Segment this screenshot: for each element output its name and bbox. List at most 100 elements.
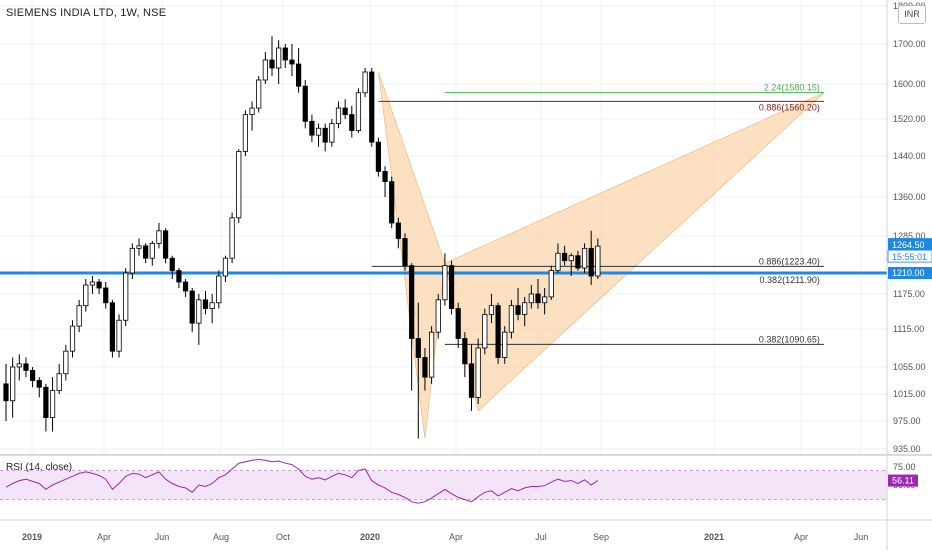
candle-body-77 <box>515 305 521 315</box>
candle-12 <box>83 279 89 312</box>
candle-body-44 <box>295 63 302 87</box>
candle-body-84 <box>562 252 568 262</box>
candle-37 <box>249 101 255 131</box>
rsi-band <box>0 470 887 500</box>
rsi-value-tag: 56.11 <box>892 476 914 486</box>
candle-31 <box>209 294 215 324</box>
candle-body-22 <box>149 242 155 259</box>
price-tick-10: 1015.00 <box>893 389 926 399</box>
candle-52 <box>349 105 355 138</box>
last-price-tag-bg <box>888 238 932 251</box>
candle-body-25 <box>169 257 175 271</box>
candle-body-38 <box>256 79 262 109</box>
candle-66 <box>442 253 448 306</box>
candle-4 <box>29 367 36 388</box>
currency-badge[interactable]: INR <box>898 5 926 24</box>
candle-body-40 <box>269 59 275 69</box>
fib-level-label-3: 0.382(1211.90) <box>760 275 820 285</box>
candle-body-57 <box>382 170 388 183</box>
candle-body-82 <box>548 270 554 298</box>
candle-50 <box>335 101 342 129</box>
candle-45 <box>302 80 308 129</box>
time-tick-2: Jun <box>155 532 170 542</box>
price-tick-2: 1600.00 <box>893 79 926 89</box>
harmonic-triangle-bcd <box>444 92 825 412</box>
candle-70 <box>468 344 475 411</box>
candle-44 <box>295 48 302 93</box>
price-tick-4: 1440.00 <box>893 151 926 161</box>
time-tick-11: Jun <box>854 532 869 542</box>
candle-60 <box>402 233 408 271</box>
harmonic-pattern <box>378 71 825 439</box>
candle-body-34 <box>229 217 235 259</box>
price-tick-8: 1115.00 <box>893 324 924 334</box>
candle-body-50 <box>335 107 342 125</box>
candle-41 <box>276 40 282 84</box>
candle-38 <box>256 76 262 113</box>
candle-82 <box>548 265 554 300</box>
candle-body-55 <box>369 71 375 143</box>
candle-64 <box>428 326 435 384</box>
candle-6 <box>43 383 49 432</box>
candle-86 <box>575 250 581 271</box>
rsi-line <box>5 458 599 504</box>
candle-body-70 <box>468 363 475 398</box>
candle-16 <box>109 299 115 358</box>
candle-body-74 <box>495 305 501 358</box>
time-tick-7: Jul <box>535 532 547 542</box>
candle-39 <box>262 52 268 84</box>
candle-body-75 <box>502 331 508 358</box>
candle-body-62 <box>415 338 421 358</box>
last-price-tag: 1264.50 <box>892 240 925 250</box>
candle-26 <box>176 268 182 288</box>
candle-body-3 <box>23 363 29 371</box>
candle-27 <box>182 279 189 297</box>
candle-36 <box>242 110 248 156</box>
rsi-pane <box>0 458 887 504</box>
candle-73 <box>488 294 495 324</box>
candle-body-66 <box>442 265 448 301</box>
candle-body-64 <box>428 331 435 378</box>
time-tick-6: Apr <box>449 532 463 542</box>
candle-57 <box>382 166 388 197</box>
candle-78 <box>522 296 528 327</box>
price-tick-12: 935.00 <box>893 444 921 454</box>
candle-76 <box>508 299 515 339</box>
candle-body-20 <box>136 245 142 249</box>
candle-body-35 <box>236 150 242 219</box>
candle-body-24 <box>162 230 169 259</box>
candle-body-63 <box>422 357 428 378</box>
candle-body-11 <box>76 305 82 327</box>
candle-body-23 <box>156 230 162 244</box>
price-tick-1: 1700.00 <box>893 39 926 49</box>
candle-28 <box>189 288 195 333</box>
candle-body-51 <box>342 107 348 116</box>
candle-30 <box>202 291 209 315</box>
candle-7 <box>49 377 56 432</box>
candle-body-49 <box>329 123 335 143</box>
candle-58 <box>389 176 395 229</box>
candle-body-46 <box>309 120 315 136</box>
candle-89 <box>595 238 601 279</box>
candle-47 <box>315 123 322 147</box>
candle-body-45 <box>302 85 308 122</box>
candle-0 <box>3 363 9 421</box>
candle-body-13 <box>89 281 96 286</box>
candle-69 <box>462 332 468 378</box>
candle-body-28 <box>189 290 195 324</box>
candle-68 <box>455 302 461 348</box>
candle-56 <box>375 137 382 177</box>
candle-body-76 <box>508 305 515 333</box>
candle-48 <box>322 123 328 152</box>
candle-body-42 <box>282 47 288 61</box>
time-tick-5: 2020 <box>360 532 380 542</box>
candle-62 <box>415 302 421 439</box>
candle-body-86 <box>575 255 581 269</box>
candle-42 <box>282 44 288 68</box>
candle-8 <box>56 363 62 394</box>
time-tick-3: Aug <box>213 532 229 542</box>
candle-body-81 <box>542 296 548 304</box>
candle-body-71 <box>475 347 481 398</box>
